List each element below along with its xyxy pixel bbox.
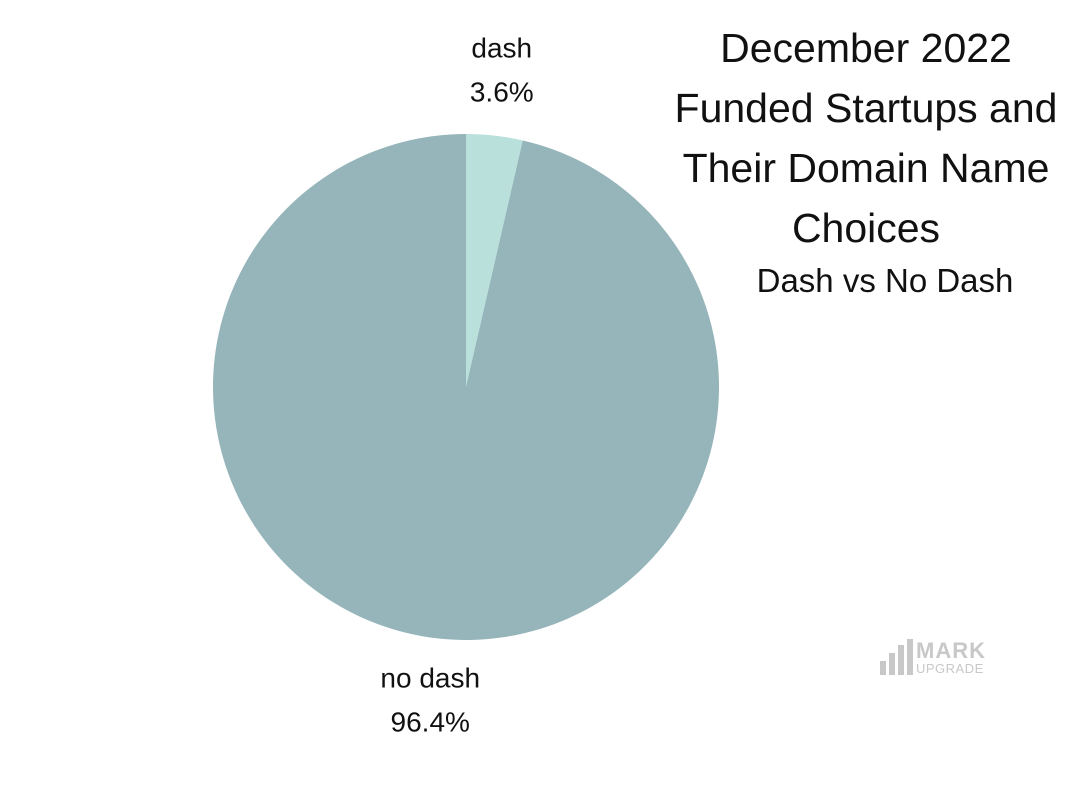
value-label: 96.4% (391, 706, 470, 737)
chart-subtitle: Dash vs No Dash (756, 262, 1014, 299)
pie-slice (466, 134, 523, 387)
value-label: 3.6% (470, 76, 534, 107)
logo-text: UPGRADE (916, 661, 984, 676)
chart-title: December 2022 Funded Startups and Their … (674, 25, 1058, 251)
logo: MARK UPGRADE (878, 638, 1008, 678)
slice-label: dash (471, 32, 532, 63)
pie-slice (213, 134, 719, 640)
logo-text: MARK (916, 638, 986, 663)
slice-label: no dash (380, 662, 480, 693)
